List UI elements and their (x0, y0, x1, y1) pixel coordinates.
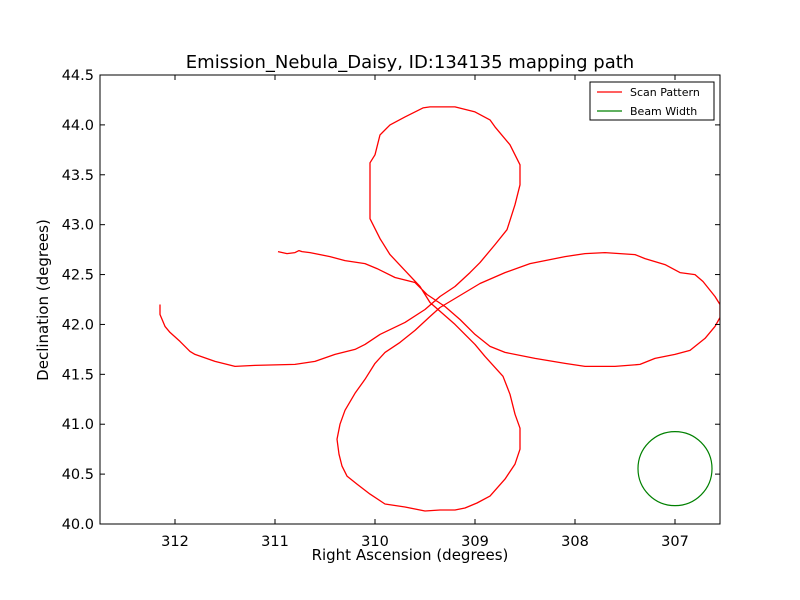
series-circle-beam-width (637, 431, 713, 507)
y-tick-label: 44.0 (62, 118, 94, 134)
y-axis: 40.0 40.5 41.0 41.5 42.0 42.5 43.0 43.5 44.0 44.5 (62, 68, 720, 533)
x-tick-label: 310 (361, 534, 389, 550)
y-tick-label: 41.5 (62, 367, 94, 383)
y-tick-label: 43.0 (62, 218, 94, 234)
legend-label-scan-pattern: Scan Pattern (630, 86, 700, 99)
x-axis: 312 311 310 309 308 307 (161, 75, 689, 550)
legend-box (589, 81, 715, 121)
series-line-scan-pattern (159, 106, 720, 512)
y-axis-label: Declination (degrees) (34, 219, 52, 381)
plot-area (159, 106, 720, 512)
y-tick-label: 44.5 (62, 68, 94, 84)
x-tick-label: 311 (261, 534, 289, 550)
y-tick-label: 41.0 (62, 417, 94, 433)
y-tick-label: 42.5 (62, 268, 94, 284)
y-tick-label: 42.0 (62, 317, 94, 333)
x-tick-label: 308 (561, 534, 589, 550)
axes-frame (99, 74, 721, 525)
x-tick-label: 309 (461, 534, 489, 550)
chart-title: Emission_Nebula_Daisy, ID:134135 mapping… (186, 52, 634, 73)
legend-label-beam-width: Beam Width (630, 105, 697, 118)
y-tick-label: 40.5 (62, 467, 94, 483)
y-tick-label: 43.5 (62, 168, 94, 184)
x-tick-label: 307 (661, 534, 689, 550)
x-tick-label: 312 (161, 534, 189, 550)
legend: Scan Pattern Beam Width (589, 81, 715, 121)
y-tick-label: 40.0 (62, 517, 94, 533)
x-axis-label: Right Ascension (degrees) (312, 546, 509, 564)
